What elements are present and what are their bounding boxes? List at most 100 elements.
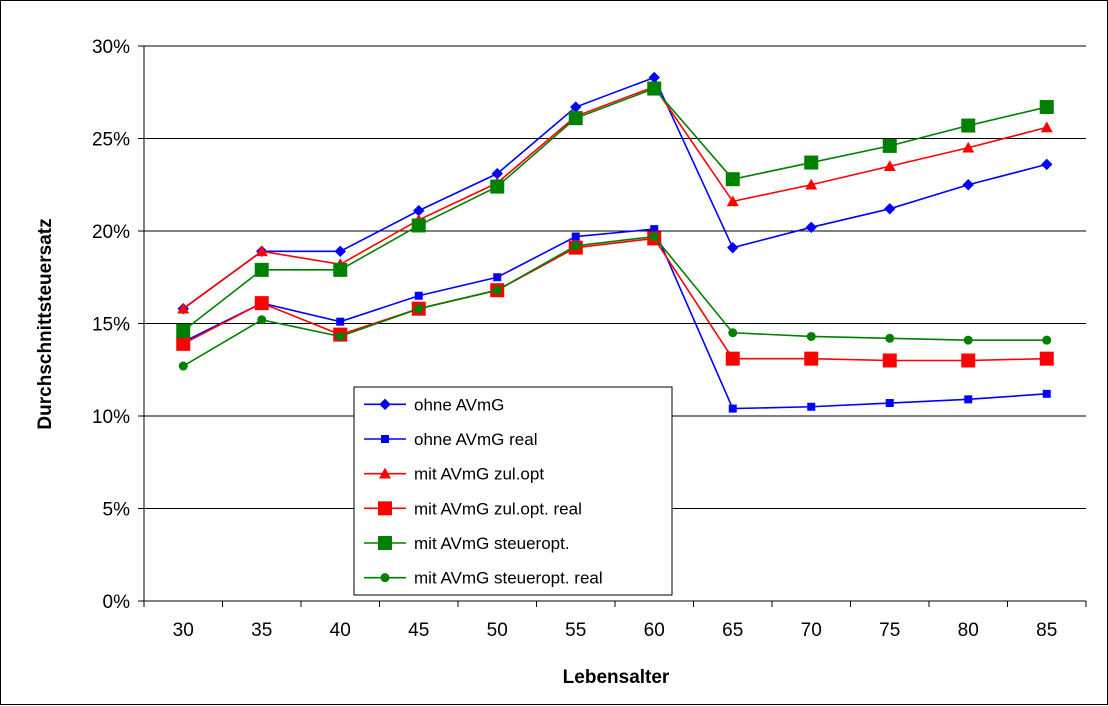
y-tick-label: 20% <box>92 222 130 243</box>
data-point <box>725 351 740 366</box>
x-tick-label: 55 <box>565 620 586 641</box>
x-tick-label: 80 <box>958 620 979 641</box>
x-tick-label: 40 <box>330 620 351 641</box>
series-6 <box>178 232 1052 371</box>
series-line <box>182 76 1047 310</box>
data-point <box>335 331 345 341</box>
data-point <box>333 262 348 277</box>
data-point <box>414 304 424 314</box>
data-point <box>493 273 502 282</box>
data-point <box>807 402 816 411</box>
x-tick-label: 60 <box>644 620 665 641</box>
gridlines <box>144 45 1086 509</box>
x-tick-label: 30 <box>173 620 194 641</box>
data-point <box>882 353 897 368</box>
series-5 <box>176 81 1054 338</box>
legend-marker <box>378 501 392 516</box>
data-point <box>571 241 581 251</box>
data-point <box>334 245 346 258</box>
x-tick-label: 70 <box>801 620 822 641</box>
legend-label: mit AVmG zul.opt. real <box>414 499 582 518</box>
series-line <box>182 228 1047 410</box>
data-point <box>885 399 894 408</box>
data-point <box>1042 389 1051 398</box>
data-point <box>1039 351 1054 366</box>
data-point <box>963 335 973 345</box>
data-point <box>727 241 739 254</box>
legend-item: mit AVmG zul.opt. real <box>364 499 582 518</box>
data-point <box>728 328 738 338</box>
x-tick-label: 45 <box>408 620 429 641</box>
data-point <box>806 331 816 341</box>
legend-item: ohne AVmG <box>364 395 504 414</box>
legend-marker <box>379 467 391 479</box>
legend-item: mit AVmG steueropt. <box>364 534 570 553</box>
y-tick-label: 25% <box>92 130 130 151</box>
data-point <box>1041 158 1053 171</box>
data-point <box>962 179 974 191</box>
data-point <box>176 336 191 351</box>
data-point <box>1040 121 1053 133</box>
data-point <box>568 111 583 126</box>
data-point <box>805 221 817 234</box>
legend-item: mit AVmG steueropt. real <box>364 569 603 588</box>
series-3 <box>177 80 1053 314</box>
data-point <box>257 315 267 325</box>
x-tick-label: 75 <box>879 620 900 641</box>
legend-box <box>353 386 673 596</box>
data-point <box>805 178 818 190</box>
x-tick-label: 85 <box>1036 620 1057 641</box>
data-point <box>490 179 505 194</box>
data-point <box>571 232 580 241</box>
series-line <box>182 85 1047 310</box>
legend-marker <box>379 398 391 411</box>
data-point <box>1042 335 1052 345</box>
y-tick-label: 10% <box>92 407 130 428</box>
data-point <box>255 245 268 257</box>
data-point <box>882 138 897 153</box>
legend-label: mit AVmG steueropt. <box>414 534 570 553</box>
series-1 <box>177 71 1053 315</box>
data-point <box>649 232 659 242</box>
legend-item: ohne AVmG real <box>364 430 537 449</box>
x-tick-label: 35 <box>251 620 272 641</box>
data-point <box>961 118 976 133</box>
data-point <box>726 195 739 207</box>
data-point <box>414 291 423 300</box>
legend: ohne AVmG ohne AVmG real mit AVmG zul.opt m… <box>353 386 673 596</box>
legend-marker <box>381 435 389 443</box>
data-point <box>177 302 190 314</box>
legend-label: ohne AVmG <box>414 395 504 414</box>
series-line <box>182 235 1047 367</box>
data-point <box>647 81 662 96</box>
y-tick-label: 15% <box>92 315 130 336</box>
axes: 0% 5% 10% 15% 20% 25% 30% 30 35 40 45 50 55 60 65 70 75 8… <box>92 37 1087 641</box>
y-axis-title: Durchschnittsteuersatz <box>35 218 56 429</box>
data-point <box>411 218 426 233</box>
data-point <box>728 404 737 413</box>
data-point <box>884 203 896 215</box>
data-point <box>254 262 269 277</box>
legend-marker <box>378 536 392 550</box>
data-point <box>178 361 188 371</box>
legend-marker <box>380 573 390 583</box>
data-point <box>1039 100 1054 115</box>
data-point <box>883 160 896 172</box>
y-tick-label: 30% <box>92 37 130 58</box>
data-point <box>961 353 976 368</box>
series-group <box>176 71 1054 413</box>
data-point <box>650 225 659 234</box>
x-tick-label: 50 <box>487 620 508 641</box>
legend-label: mit AVmG steueropt. real <box>414 569 603 588</box>
data-point <box>804 351 819 366</box>
data-point <box>962 141 975 153</box>
x-axis-title: Lebensalter <box>563 667 670 688</box>
data-point <box>492 285 502 295</box>
data-point <box>254 296 269 311</box>
legend-item: mit AVmG zul.opt <box>364 465 544 484</box>
data-point <box>885 333 895 343</box>
legend-label: ohne AVmG real <box>414 430 537 449</box>
series-line <box>182 237 1047 362</box>
y-tick-label: 0% <box>103 592 131 613</box>
